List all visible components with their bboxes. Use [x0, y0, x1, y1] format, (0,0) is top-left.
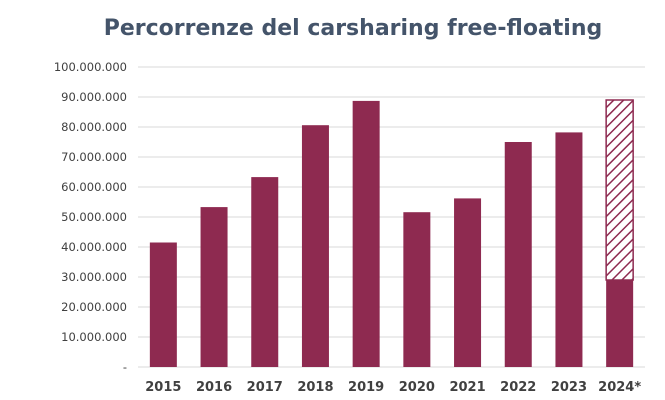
bar	[606, 280, 634, 367]
y-tick-label: -	[123, 360, 127, 374]
x-tick-label: 2017	[247, 380, 283, 395]
x-tick-label: 2021	[449, 380, 485, 395]
y-tick-label: 20.000.000	[61, 300, 127, 314]
y-tick-label: 10.000.000	[61, 330, 127, 344]
y-tick-label: 90.000.000	[61, 90, 127, 104]
bars	[149, 99, 634, 368]
x-axis-tick-labels: 2015 2016 2017 2018 2019 2020 2021 2022 2023 2024…	[145, 380, 641, 395]
bar	[301, 125, 329, 367]
y-tick-label: 100.000.000	[54, 60, 127, 74]
x-tick-label: 2016	[196, 380, 232, 395]
y-tick-label: 70.000.000	[61, 150, 127, 164]
x-tick-label: 2019	[348, 380, 384, 395]
y-tick-label: 40.000.000	[61, 240, 127, 254]
bar-estimated-remainder	[605, 99, 634, 281]
bar	[454, 198, 482, 367]
x-tick-label: 2022	[500, 380, 536, 395]
x-tick-label: 2015	[145, 380, 181, 395]
chart-title: Percorrenze del carsharing free-floating	[103, 16, 603, 41]
y-tick-label: 80.000.000	[61, 120, 127, 134]
x-tick-label: 2020	[399, 380, 435, 395]
bar	[251, 177, 279, 367]
y-tick-label: 60.000.000	[61, 180, 127, 194]
bar	[504, 142, 532, 367]
x-tick-label: 2018	[297, 380, 333, 395]
bar	[149, 242, 177, 367]
y-tick-label: 30.000.000	[61, 270, 127, 284]
y-axis-tick-labels: - 10.000.000 20.000.000 30.000.000 40.000.00…	[54, 60, 127, 374]
y-tick-label: 50.000.000	[61, 210, 127, 224]
bar	[200, 207, 228, 367]
x-tick-label: 2024*	[598, 380, 641, 395]
bar	[555, 132, 583, 367]
bar	[403, 212, 431, 367]
x-tick-label: 2023	[551, 380, 587, 395]
bar	[352, 100, 380, 368]
